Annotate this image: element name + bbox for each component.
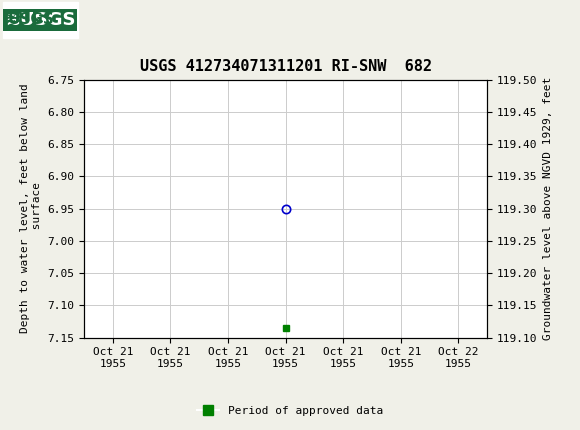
Legend: Period of approved data: Period of approved data [193,401,387,420]
Y-axis label: Groundwater level above NGVD 1929, feet: Groundwater level above NGVD 1929, feet [543,77,553,340]
Text: ≋USGS: ≋USGS [5,11,75,29]
Text: ≋: ≋ [4,12,16,26]
Title: USGS 412734071311201 RI-SNW  682: USGS 412734071311201 RI-SNW 682 [140,59,432,74]
Y-axis label: Depth to water level, feet below land
 surface: Depth to water level, feet below land su… [20,84,42,333]
Bar [3,2,78,38]
Text: USGS: USGS [8,12,55,28]
Bar [3,3,70,37]
